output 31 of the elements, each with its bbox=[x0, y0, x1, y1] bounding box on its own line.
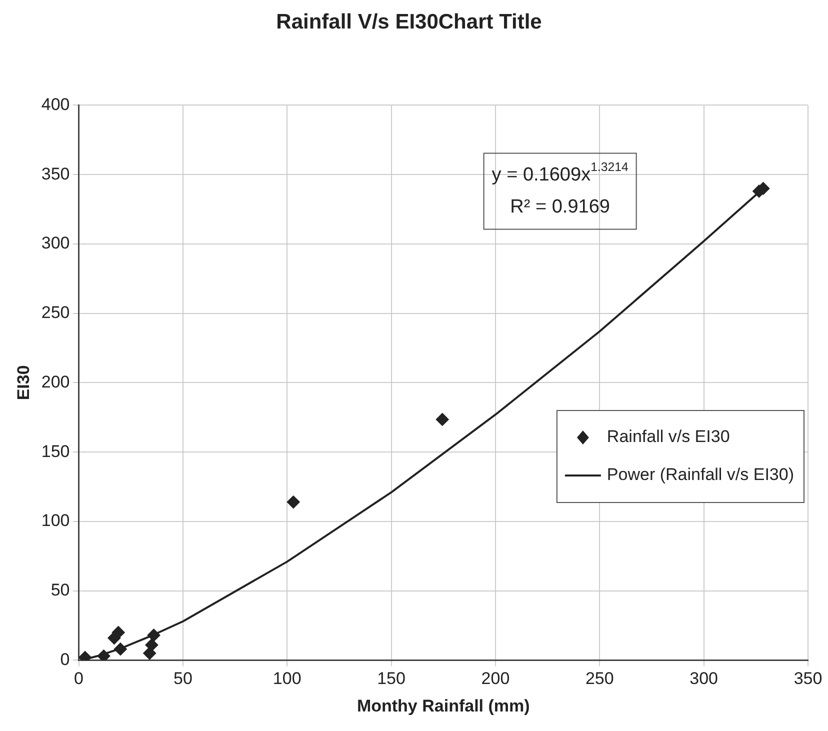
x-tick-label: 0 bbox=[74, 669, 84, 688]
y-tick-label: 150 bbox=[41, 442, 70, 461]
legend-label: Rainfall v/s EI30 bbox=[606, 427, 730, 446]
y-tick-label: 0 bbox=[60, 650, 70, 669]
chart-title: Rainfall V/s EI30Chart Title bbox=[276, 10, 542, 34]
point bbox=[143, 646, 156, 660]
x-tick-label: 50 bbox=[173, 669, 192, 688]
x-tick-label: 150 bbox=[377, 669, 406, 688]
annotation: R² = 0.9169 bbox=[510, 196, 610, 218]
y-tick-label: 250 bbox=[41, 303, 70, 322]
x-tick-label: 300 bbox=[690, 669, 718, 688]
point bbox=[286, 496, 300, 509]
point bbox=[145, 638, 158, 652]
point bbox=[147, 628, 160, 642]
y-tick-label: 50 bbox=[50, 580, 70, 600]
x-tick-label: 100 bbox=[272, 669, 302, 688]
point bbox=[112, 626, 125, 639]
legend-label: Power (Rainfall v/s EI30) bbox=[606, 465, 794, 484]
y-tick-label: 350 bbox=[41, 164, 70, 184]
y-axis-title: EI30 bbox=[14, 365, 33, 400]
y-tick-label: 300 bbox=[41, 234, 70, 253]
y-tick-label: 100 bbox=[41, 511, 70, 530]
x-tick-label: 200 bbox=[481, 669, 510, 688]
x-tick-label: 350 bbox=[794, 669, 822, 688]
y-tick-label: 200 bbox=[41, 372, 70, 392]
x-axis-title: Monthy Rainfall (mm) bbox=[356, 696, 530, 716]
y-tick-label: 400 bbox=[41, 94, 70, 114]
point bbox=[97, 650, 110, 660]
point bbox=[436, 412, 449, 426]
x-tick-label: 250 bbox=[585, 669, 614, 688]
point bbox=[114, 642, 127, 656]
